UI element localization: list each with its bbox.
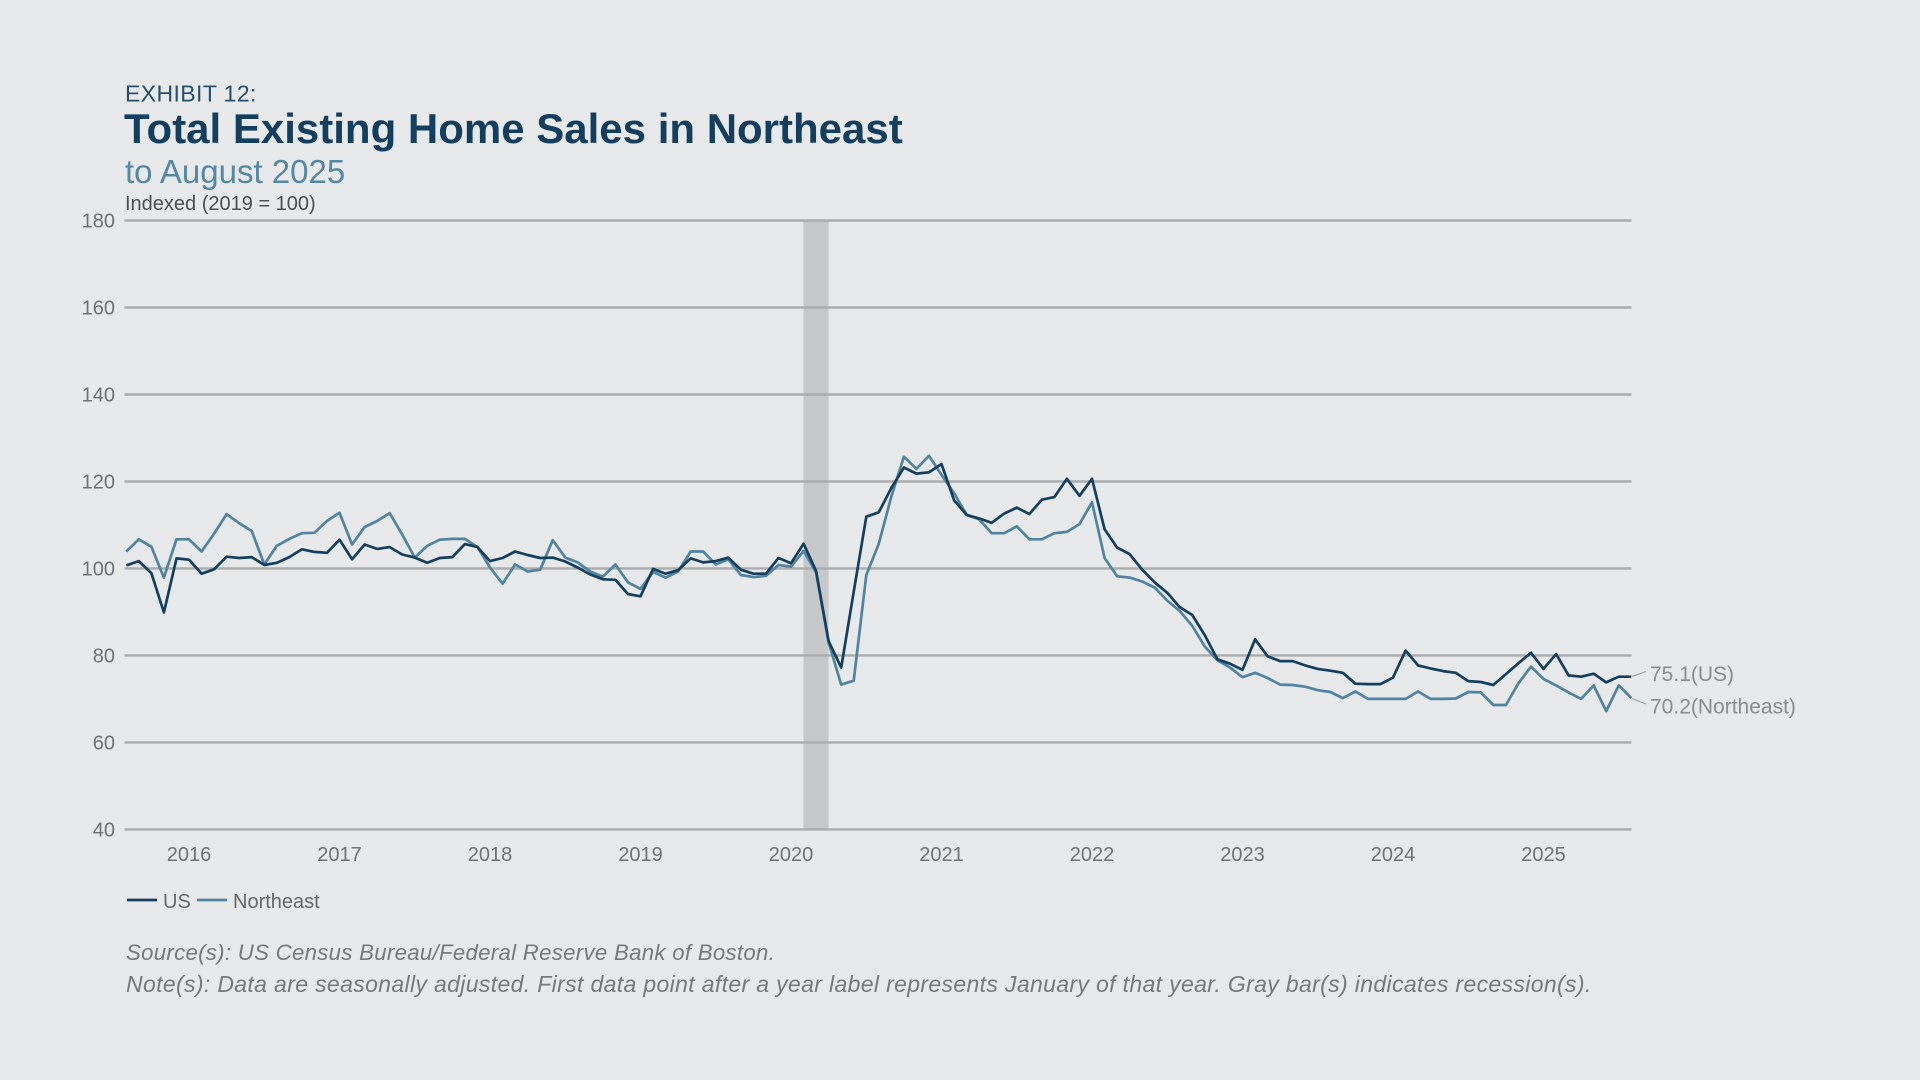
svg-text:2023: 2023 bbox=[1220, 844, 1265, 866]
svg-text:60: 60 bbox=[93, 732, 115, 754]
svg-text:120: 120 bbox=[82, 472, 115, 494]
svg-text:2024: 2024 bbox=[1371, 844, 1416, 866]
svg-text:2025: 2025 bbox=[1521, 844, 1566, 866]
svg-text:2021: 2021 bbox=[919, 844, 964, 866]
svg-text:2022: 2022 bbox=[1070, 844, 1115, 866]
svg-text:US: US bbox=[163, 891, 191, 913]
svg-text:180: 180 bbox=[82, 211, 115, 233]
svg-text:2019: 2019 bbox=[618, 844, 663, 866]
svg-text:Total Existing Home Sales in N: Total Existing Home Sales in Northeast bbox=[124, 105, 903, 152]
svg-text:2016: 2016 bbox=[167, 844, 212, 866]
svg-text:70.2(Northeast): 70.2(Northeast) bbox=[1650, 696, 1796, 719]
svg-text:2018: 2018 bbox=[468, 844, 513, 866]
svg-text:160: 160 bbox=[82, 298, 115, 320]
svg-text:75.1(US): 75.1(US) bbox=[1650, 663, 1734, 686]
svg-text:140: 140 bbox=[82, 385, 115, 407]
svg-text:Source(s): US Census Bureau/Fe: Source(s): US Census Bureau/Federal Rese… bbox=[126, 940, 775, 965]
svg-text:40: 40 bbox=[93, 819, 115, 841]
svg-text:EXHIBIT 12:: EXHIBIT 12: bbox=[125, 81, 257, 107]
svg-text:2020: 2020 bbox=[769, 844, 814, 866]
svg-text:to August 2025: to August 2025 bbox=[125, 153, 345, 190]
svg-text:100: 100 bbox=[82, 558, 115, 580]
svg-text:Note(s): Data are seasonally a: Note(s): Data are seasonally adjusted. F… bbox=[126, 971, 1592, 997]
svg-text:2017: 2017 bbox=[317, 844, 362, 866]
svg-text:Indexed (2019 = 100): Indexed (2019 = 100) bbox=[125, 193, 316, 215]
svg-text:Northeast: Northeast bbox=[233, 891, 320, 913]
svg-text:80: 80 bbox=[93, 645, 115, 667]
